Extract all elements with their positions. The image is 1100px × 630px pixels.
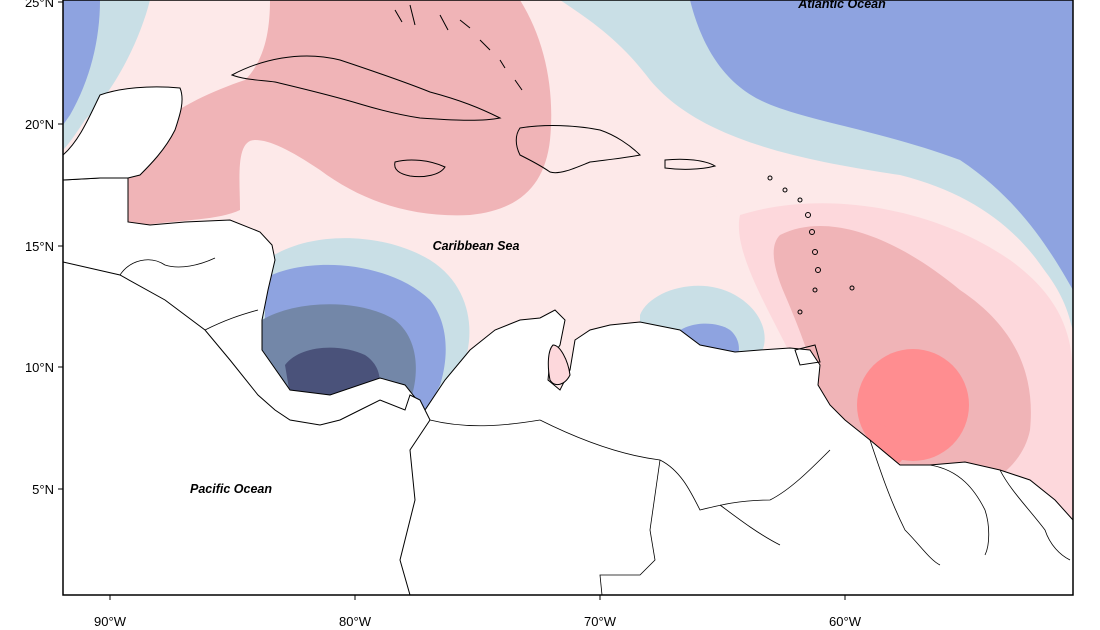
label-atlantic-ocean: Atlantic Ocean bbox=[797, 0, 886, 11]
label-pacific-ocean: Pacific Ocean bbox=[190, 482, 272, 496]
contour-deep-blue-panama bbox=[285, 347, 380, 395]
cuba bbox=[230, 55, 502, 121]
lon-tick-label-60: 60°W bbox=[829, 614, 862, 629]
plot-frame bbox=[62, 0, 1074, 596]
hispaniola bbox=[515, 125, 642, 174]
label-caribbean-sea: Caribbean Sea bbox=[433, 239, 520, 253]
longitude-ticks bbox=[109, 595, 846, 600]
lat-tick-label-15: 15°N bbox=[25, 239, 54, 254]
lat-tick-label-10: 10°N bbox=[25, 360, 54, 375]
lon-tick-label-80: 80°W bbox=[339, 614, 372, 629]
lon-tick-label-90: 90°W bbox=[94, 614, 127, 629]
land-masses bbox=[63, 4, 1073, 595]
central-america bbox=[63, 222, 431, 595]
jamaica bbox=[394, 159, 446, 178]
contour-pink-caribbean bbox=[125, 0, 552, 225]
yucatan bbox=[63, 86, 183, 181]
puerto-rico bbox=[664, 158, 717, 170]
lat-tick-label-20: 20°N bbox=[25, 117, 54, 132]
lat-tick-label-25: 25°N bbox=[25, 0, 54, 10]
contour-blue-gulf bbox=[63, 0, 100, 125]
trinidad bbox=[794, 344, 821, 366]
lake-maracaibo bbox=[547, 344, 571, 386]
lesser-antilles bbox=[767, 175, 855, 315]
latitude-ticks bbox=[58, 1, 63, 490]
lon-tick-label-70: 70°W bbox=[584, 614, 617, 629]
contour-blue-atlantic bbox=[690, 0, 1073, 290]
country-borders bbox=[119, 257, 1071, 595]
bahamas bbox=[394, 4, 523, 91]
lat-tick-label-5: 5°N bbox=[32, 482, 54, 497]
